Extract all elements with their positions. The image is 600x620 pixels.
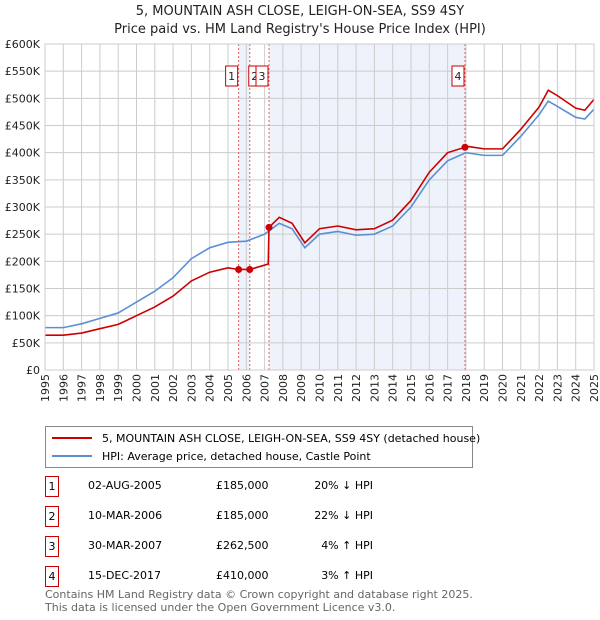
y-tick-label: £500K bbox=[5, 92, 41, 105]
sale-date: 02-AUG-2005 bbox=[88, 479, 162, 492]
x-tick-label: 2011 bbox=[332, 374, 345, 402]
sale-label: 2 bbox=[251, 70, 258, 83]
sale-label: 4 bbox=[454, 70, 461, 83]
property-line-swatch bbox=[52, 437, 92, 439]
sale-point bbox=[235, 265, 243, 273]
x-tick-label: 2025 bbox=[588, 374, 600, 402]
y-tick-label: £400K bbox=[5, 147, 41, 160]
sale-label: 3 bbox=[258, 70, 265, 83]
sale-row: 1 02-AUG-2005 £185,000 20% ↓ HPI bbox=[45, 476, 465, 497]
x-tick-label: 2013 bbox=[368, 374, 381, 402]
x-tick-label: 1998 bbox=[94, 374, 107, 402]
x-tick-label: 2024 bbox=[570, 374, 583, 402]
x-tick-label: 2020 bbox=[497, 374, 510, 402]
y-tick-label: £100K bbox=[5, 310, 41, 323]
x-tick-label: 2007 bbox=[259, 374, 272, 402]
legend-label: HPI: Average price, detached house, Cast… bbox=[102, 449, 371, 463]
x-tick-label: 1997 bbox=[76, 374, 89, 402]
sale-row: 2 10-MAR-2006 £185,000 22% ↓ HPI bbox=[45, 506, 465, 527]
x-tick-label: 2014 bbox=[387, 374, 400, 402]
y-tick-label: £50K bbox=[12, 337, 41, 350]
y-tick-label: £550K bbox=[5, 65, 41, 78]
y-tick-label: £350K bbox=[5, 174, 41, 187]
sale-point bbox=[265, 223, 273, 231]
sale-hpi-diff: 3% ↑ HPI bbox=[321, 569, 373, 582]
x-tick-label: 2021 bbox=[515, 374, 528, 402]
sale-price: £185,000 bbox=[216, 479, 269, 492]
x-tick-label: 2016 bbox=[423, 374, 436, 402]
hpi-line-swatch bbox=[52, 455, 92, 457]
sale-number-badge: 3 bbox=[45, 536, 59, 557]
sale-price: £262,500 bbox=[216, 539, 269, 552]
y-tick-label: £150K bbox=[5, 283, 41, 296]
sale-point bbox=[461, 143, 469, 151]
x-tick-label: 2005 bbox=[222, 374, 235, 402]
sale-date: 30-MAR-2007 bbox=[88, 539, 163, 552]
y-tick-label: £250K bbox=[5, 228, 41, 241]
sale-date: 15-DEC-2017 bbox=[88, 569, 162, 582]
property-price-line bbox=[45, 89, 595, 337]
x-tick-label: 2018 bbox=[460, 374, 473, 402]
x-tick-label: 2008 bbox=[277, 374, 290, 402]
y-tick-label: £200K bbox=[5, 255, 41, 268]
y-tick-label: £0 bbox=[26, 364, 40, 377]
footer: Contains HM Land Registry data © Crown c… bbox=[45, 588, 473, 614]
chart-subtitle: Price paid vs. HM Land Registry's House … bbox=[114, 22, 486, 37]
x-tick-label: 2012 bbox=[350, 374, 363, 402]
sale-number-badge: 4 bbox=[45, 566, 59, 587]
legend-item-property: 5, MOUNTAIN ASH CLOSE, LEIGH-ON-SEA, SS9… bbox=[52, 429, 480, 447]
sale-hpi-diff: 22% ↓ HPI bbox=[314, 509, 373, 522]
sale-date: 10-MAR-2006 bbox=[88, 509, 163, 522]
x-tick-label: 2000 bbox=[131, 374, 144, 402]
sale-row: 4 15-DEC-2017 £410,000 3% ↑ HPI bbox=[45, 566, 465, 587]
x-tick-label: 2015 bbox=[405, 374, 418, 402]
sale-label-box bbox=[451, 65, 465, 87]
x-tick-label: 1995 bbox=[39, 374, 52, 402]
legend-label: 5, MOUNTAIN ASH CLOSE, LEIGH-ON-SEA, SS9… bbox=[102, 431, 481, 445]
sale-point bbox=[246, 265, 254, 273]
x-tick-label: 1996 bbox=[57, 374, 70, 402]
x-tick-label: 2006 bbox=[240, 374, 253, 402]
plot-frame bbox=[44, 43, 595, 371]
x-tick-label: 2009 bbox=[295, 374, 308, 402]
sale-label-box bbox=[255, 65, 269, 87]
y-tick-label: £600K bbox=[5, 38, 41, 51]
x-tick-label: 2004 bbox=[204, 374, 217, 402]
y-tick-label: £300K bbox=[5, 201, 41, 214]
footer-line: This data is licensed under the Open Gov… bbox=[45, 601, 396, 614]
legend-item-hpi: HPI: Average price, detached house, Cast… bbox=[52, 447, 371, 465]
sale-number-badge: 1 bbox=[45, 476, 59, 497]
y-tick-label: £450K bbox=[5, 120, 41, 133]
sale-label: 1 bbox=[228, 70, 235, 83]
x-tick-label: 2002 bbox=[167, 374, 180, 402]
x-tick-label: 2001 bbox=[149, 374, 162, 402]
chart-title: 5, MOUNTAIN ASH CLOSE, LEIGH-ON-SEA, SS9… bbox=[135, 4, 465, 19]
x-tick-label: 2017 bbox=[442, 374, 455, 402]
footer-line: Contains HM Land Registry data © Crown c… bbox=[45, 588, 473, 601]
x-tick-label: 2003 bbox=[185, 374, 198, 402]
sale-price: £410,000 bbox=[216, 569, 269, 582]
x-tick-label: 1999 bbox=[112, 374, 125, 402]
hpi-line bbox=[45, 99, 595, 329]
sale-number-badge: 2 bbox=[45, 506, 59, 527]
sale-hpi-diff: 20% ↓ HPI bbox=[314, 479, 373, 492]
x-tick-label: 2023 bbox=[551, 374, 564, 402]
legend: 5, MOUNTAIN ASH CLOSE, LEIGH-ON-SEA, SS9… bbox=[45, 426, 480, 468]
x-tick-label: 2022 bbox=[533, 374, 546, 402]
sale-row: 3 30-MAR-2007 £262,500 4% ↑ HPI bbox=[45, 536, 465, 557]
sale-label-box bbox=[225, 65, 239, 87]
sale-price: £185,000 bbox=[216, 509, 269, 522]
sale-hpi-diff: 4% ↑ HPI bbox=[321, 539, 373, 552]
price-chart: 1995 1996 1997 1998 1999 2000 2001 2002 2003 2004… bbox=[5, 38, 600, 402]
x-tick-label: 2019 bbox=[478, 374, 491, 402]
x-tick-label: 2010 bbox=[314, 374, 327, 402]
